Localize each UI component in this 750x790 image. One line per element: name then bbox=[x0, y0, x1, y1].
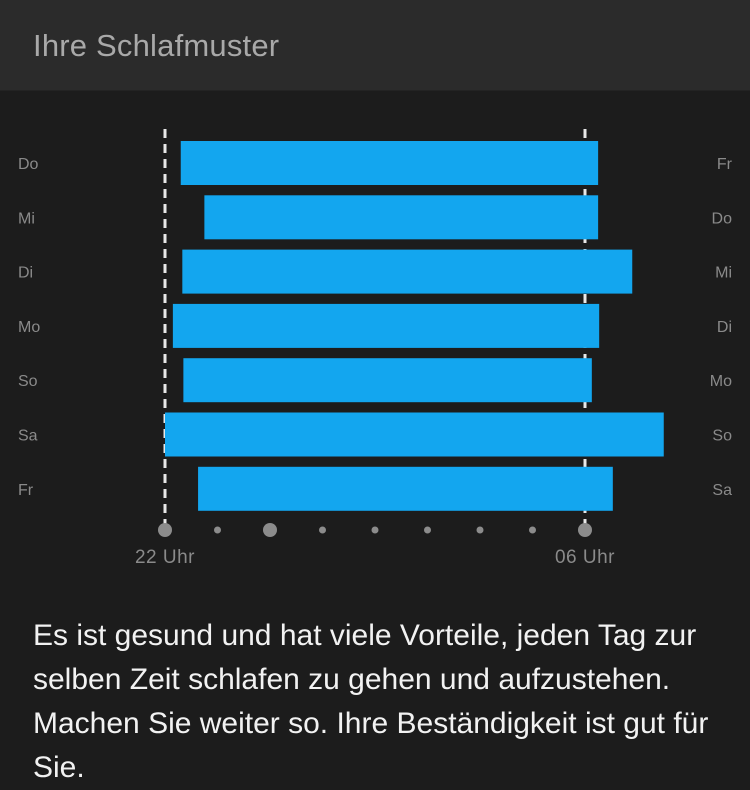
sleep-bar bbox=[165, 412, 664, 457]
x-minor-tick bbox=[424, 526, 431, 534]
row-start-day-label: Mi bbox=[18, 210, 35, 227]
chart-canvas: Do Fr Mi Do Di Mi Mo Di So Mo Sa So Fr Sa 22 Uhr 06 Uhr bbox=[18, 129, 733, 568]
header: Ihre Schlafmuster bbox=[0, 0, 750, 91]
sleep-bar bbox=[180, 141, 599, 185]
x-minor-tick bbox=[371, 526, 379, 534]
row-start-day-label: Mo bbox=[18, 319, 40, 336]
row-end-day-label: Fr bbox=[717, 156, 733, 173]
x-major-tick bbox=[263, 523, 277, 537]
x-minor-tick bbox=[529, 526, 536, 534]
sleep-bar bbox=[198, 466, 613, 511]
sleep-bar bbox=[204, 195, 599, 240]
sleep-bar bbox=[183, 358, 592, 403]
row-end-day-label: So bbox=[712, 428, 732, 445]
row-end-day-label: Di bbox=[717, 319, 732, 336]
consistency-message: Es ist gesund und hat viele Vorteile, je… bbox=[33, 619, 709, 784]
sleep-bar bbox=[182, 249, 633, 294]
row-start-day-label: Sa bbox=[18, 428, 38, 445]
x-minor-tick bbox=[214, 526, 221, 534]
x-major-tick bbox=[158, 523, 172, 537]
sleep-pattern-chart: Do Fr Mi Do Di Mi Mo Di So Mo Sa So Fr Sa 22 Uhr 06 Uhr bbox=[0, 91, 750, 591]
x-major-tick bbox=[578, 523, 592, 537]
x-tick-label: 06 Uhr bbox=[555, 547, 615, 568]
row-start-day-label: Di bbox=[18, 265, 33, 282]
row-start-day-label: So bbox=[18, 373, 38, 390]
page-title: Ihre Schlafmuster bbox=[33, 28, 280, 63]
sleep-bar bbox=[172, 303, 600, 348]
row-start-day-label: Do bbox=[18, 156, 39, 173]
row-end-day-label: Do bbox=[712, 210, 733, 227]
x-minor-tick bbox=[476, 526, 484, 534]
x-tick-label: 22 Uhr bbox=[135, 547, 195, 568]
row-end-day-label: Mi bbox=[715, 265, 732, 282]
x-minor-tick bbox=[319, 526, 326, 534]
row-end-day-label: Sa bbox=[712, 482, 732, 499]
row-end-day-label: Mo bbox=[710, 373, 732, 390]
row-start-day-label: Fr bbox=[18, 482, 34, 499]
